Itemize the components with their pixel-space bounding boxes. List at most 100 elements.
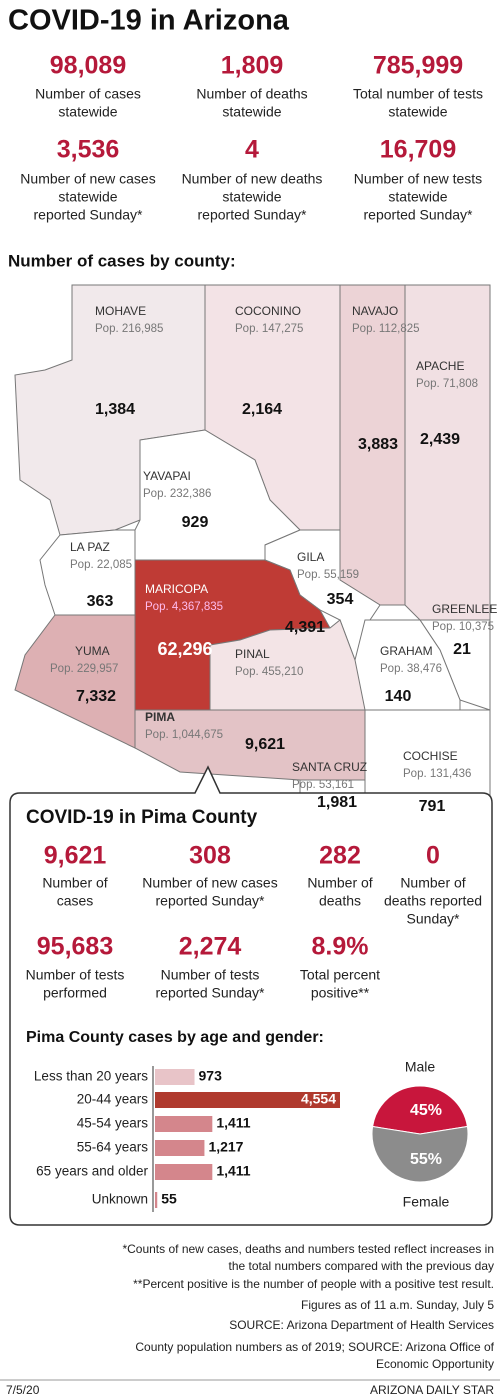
county-pop: Pop. 232,386 xyxy=(143,488,211,500)
pie-value-label: 45% xyxy=(410,1102,442,1119)
county-name: YAVAPAI xyxy=(143,469,191,483)
map-title: Number of cases by county: xyxy=(8,251,236,270)
county-pop: Pop. 112,825 xyxy=(352,323,420,335)
pie-category: Female xyxy=(403,1194,450,1210)
county-pop: Pop. 10,375 xyxy=(432,621,494,633)
county-cases: 9,621 xyxy=(245,736,285,753)
stat-value: 3,536 xyxy=(57,136,120,164)
bar-category: Less than 20 years xyxy=(34,1069,148,1084)
county-pop: Pop. 229,957 xyxy=(50,663,118,675)
stat-label: Number of new cases xyxy=(20,171,155,187)
stat-label: reported Sunday* xyxy=(198,207,308,223)
bar-value-label: 973 xyxy=(199,1068,223,1084)
stat-value: 95,683 xyxy=(37,933,113,961)
pie-slice xyxy=(371,1125,469,1183)
stat-label: Number of new cases xyxy=(142,875,277,891)
county-pop: Pop. 53,161 xyxy=(292,779,354,791)
stat-value: 16,709 xyxy=(380,136,456,164)
county-cases: 140 xyxy=(385,688,412,705)
county-cases: 62,296 xyxy=(157,639,212,659)
title: COVID-19 in Arizona xyxy=(8,5,290,37)
footnote: *Counts of new cases, deaths and numbers… xyxy=(122,1242,494,1256)
bar-value-label: 1,411 xyxy=(216,1115,250,1131)
county-name: LA PAZ xyxy=(70,540,110,554)
county-cases: 791 xyxy=(419,798,446,815)
county-name: MARICOPA xyxy=(145,582,208,596)
county-cases: 3,883 xyxy=(358,436,398,453)
bar xyxy=(155,1069,195,1085)
county-name: MOHAVE xyxy=(95,304,146,318)
stat-label: deaths reported xyxy=(384,893,482,909)
bar-category: Unknown xyxy=(92,1192,148,1207)
county-pop: Pop. 4,367,835 xyxy=(145,601,223,613)
stat-value: 9,621 xyxy=(44,842,107,870)
pima-title: COVID-19 in Pima County xyxy=(26,807,258,828)
county-cases: 1,981 xyxy=(317,794,357,811)
county-graham xyxy=(354,619,461,711)
bar xyxy=(155,1092,340,1108)
stat-label: Total number of tests xyxy=(353,86,483,102)
bar-value-label: 55 xyxy=(161,1191,177,1207)
county-cases: 363 xyxy=(87,593,114,610)
stat-label: reported Sunday* xyxy=(364,207,474,223)
map xyxy=(14,284,491,813)
bar-category: 65 years and older xyxy=(36,1164,148,1179)
county-pop: Pop. 22,085 xyxy=(70,559,132,571)
county-name: SANTA CRUZ xyxy=(292,760,367,774)
stat-value: 2,274 xyxy=(179,933,242,961)
county-apache xyxy=(404,284,491,621)
stat-value: 98,089 xyxy=(50,52,126,80)
stat-value: 1,809 xyxy=(221,52,284,80)
county-cases: 21 xyxy=(453,641,471,658)
stat-label: Total percent xyxy=(300,967,380,983)
stat-label: statewide xyxy=(388,104,447,120)
county-pop: Pop. 216,985 xyxy=(95,323,163,335)
county-cases: 2,164 xyxy=(242,401,282,418)
county-cases: 1,384 xyxy=(95,401,135,418)
stat-label: Number of xyxy=(400,875,465,891)
county-name: GRAHAM xyxy=(380,644,433,658)
stat-label: reported Sunday* xyxy=(34,207,144,223)
stat-value: 282 xyxy=(319,842,361,870)
stat-label: positive** xyxy=(311,985,370,1001)
stat-label: Number of tests xyxy=(26,967,125,983)
county-name: COCONINO xyxy=(235,304,301,318)
footnote: Figures as of 11 a.m. Sunday, July 5 xyxy=(301,1298,494,1312)
bar xyxy=(155,1164,213,1180)
county-name: APACHE xyxy=(416,359,464,373)
bar-value-label: 4,554 xyxy=(301,1091,336,1107)
pie-value-label: 55% xyxy=(410,1151,442,1168)
bar-category: 45-54 years xyxy=(77,1116,149,1131)
bar xyxy=(155,1140,205,1156)
stat-label: Number of new tests xyxy=(354,171,482,187)
stat-value: 308 xyxy=(189,842,231,870)
stat-label: statewide xyxy=(58,189,117,205)
county-pop: Pop. 55,159 xyxy=(297,569,359,581)
bar xyxy=(155,1116,213,1132)
stat-label: statewide xyxy=(58,104,117,120)
county-cases: 354 xyxy=(327,591,354,608)
county-pop: Pop. 71,808 xyxy=(416,378,478,390)
county-name: GREENLEE xyxy=(432,602,497,616)
stat-label: Number of deaths xyxy=(196,86,307,102)
bar-value-label: 1,217 xyxy=(208,1139,243,1155)
county-name: GILA xyxy=(297,550,324,564)
stat-label: Number of xyxy=(42,875,107,891)
county-pop: Pop. 1,044,675 xyxy=(145,729,223,741)
county-cases: 4,391 xyxy=(285,619,325,636)
bar-value-label: 1,411 xyxy=(216,1163,250,1179)
stat-label: statewide xyxy=(222,189,281,205)
stat-label: Sunday* xyxy=(407,911,460,927)
pima-callout xyxy=(9,765,493,1226)
county-pop: Pop. 455,210 xyxy=(235,666,303,678)
county-yuma xyxy=(14,614,136,749)
stat-label: deaths xyxy=(319,893,361,909)
pie-category: Male xyxy=(405,1059,436,1075)
footer-date: 7/5/20 xyxy=(6,1383,40,1397)
county-pop: Pop. 131,436 xyxy=(403,768,471,780)
stat-value: 8.9% xyxy=(312,933,369,961)
stat-label: statewide xyxy=(388,189,447,205)
bar xyxy=(155,1192,158,1208)
pie-slice xyxy=(372,1085,468,1135)
